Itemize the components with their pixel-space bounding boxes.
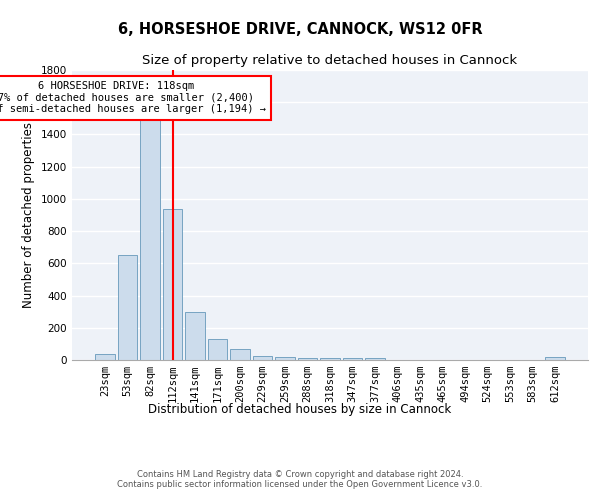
- Bar: [298, 358, 317, 360]
- Bar: [185, 312, 205, 360]
- Bar: [230, 349, 250, 360]
- Bar: [365, 358, 385, 360]
- Text: 6, HORSESHOE DRIVE, CANNOCK, WS12 0FR: 6, HORSESHOE DRIVE, CANNOCK, WS12 0FR: [118, 22, 482, 38]
- Bar: [253, 356, 272, 360]
- Bar: [95, 354, 115, 360]
- Bar: [320, 358, 340, 360]
- Bar: [545, 357, 565, 360]
- Bar: [118, 256, 137, 360]
- Text: 6 HORSESHOE DRIVE: 118sqm
← 67% of detached houses are smaller (2,400)
33% of se: 6 HORSESHOE DRIVE: 118sqm ← 67% of detac…: [0, 82, 266, 114]
- Bar: [208, 339, 227, 360]
- Bar: [140, 120, 160, 360]
- Bar: [343, 358, 362, 360]
- Text: Distribution of detached houses by size in Cannock: Distribution of detached houses by size …: [148, 402, 452, 415]
- Y-axis label: Number of detached properties: Number of detached properties: [22, 122, 35, 308]
- Bar: [275, 357, 295, 360]
- Bar: [163, 208, 182, 360]
- Text: Contains HM Land Registry data © Crown copyright and database right 2024.
Contai: Contains HM Land Registry data © Crown c…: [118, 470, 482, 490]
- Title: Size of property relative to detached houses in Cannock: Size of property relative to detached ho…: [142, 54, 518, 68]
